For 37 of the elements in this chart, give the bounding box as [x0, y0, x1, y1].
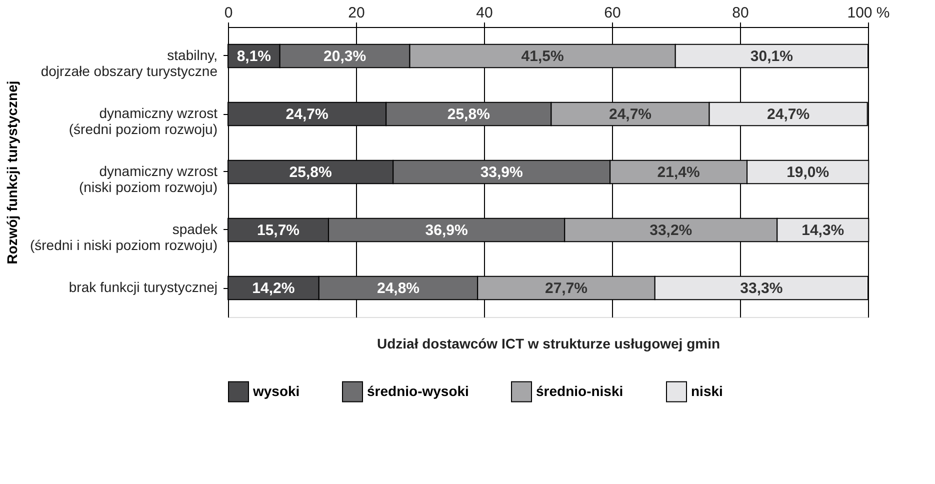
legend-label: średnio-wysoki [367, 382, 469, 399]
legend-label: wysoki [252, 382, 300, 399]
data-label: 33,9% [480, 164, 523, 181]
data-label: 8,1% [236, 48, 272, 65]
x-axis-title: Udział dostawców ICT w strukturze usługowej gmin [376, 336, 720, 352]
data-label: 33,3% [740, 280, 783, 297]
data-label: 14,3% [802, 222, 844, 239]
data-label: 27,7% [544, 280, 588, 297]
data-label: 25,8% [447, 106, 490, 123]
legend-label: niski [691, 382, 723, 399]
data-label: 21,4% [657, 164, 700, 181]
x-tick-label: 0 [224, 4, 233, 22]
data-label: 24,7% [608, 106, 652, 123]
data-label: 15,7% [256, 222, 300, 239]
data-label: 36,9% [425, 222, 468, 239]
data-label: 25,8% [289, 164, 332, 181]
y-axis-title: Rozwój funkcji turystycznej [4, 80, 20, 264]
data-label: 24,8% [376, 280, 420, 297]
x-tick-label: 40 [476, 4, 493, 22]
data-label: 24,7% [767, 106, 810, 123]
data-label: 41,5% [521, 48, 564, 65]
x-tick-label: 60 [604, 4, 621, 22]
x-tick-label: 100 % [847, 4, 890, 22]
y-tick-label: stabilny, dojrzałe obszary turystyczne [40, 47, 218, 79]
data-label: 14,2% [252, 280, 295, 297]
y-tick-label: dynamiczny wzrost (średni poziom rozwoju) [68, 105, 218, 137]
data-label: 19,0% [786, 164, 830, 181]
data-label: 20,3% [324, 48, 366, 65]
y-tick-label: brak funkcji turystycznej [68, 279, 218, 295]
data-label: 30,1% [750, 48, 793, 65]
data-label: 33,2% [650, 222, 692, 239]
x-tick-label: 20 [348, 4, 365, 22]
x-tick-label: 80 [732, 4, 749, 22]
data-label: 24,7% [286, 106, 328, 123]
y-tick-label: spadek (średni i niski poziom rozwoju) [30, 221, 218, 253]
y-tick-label: dynamiczny wzrost (niski poziom rozwoju) [79, 163, 218, 195]
legend-label: średnio-niski [536, 382, 624, 399]
